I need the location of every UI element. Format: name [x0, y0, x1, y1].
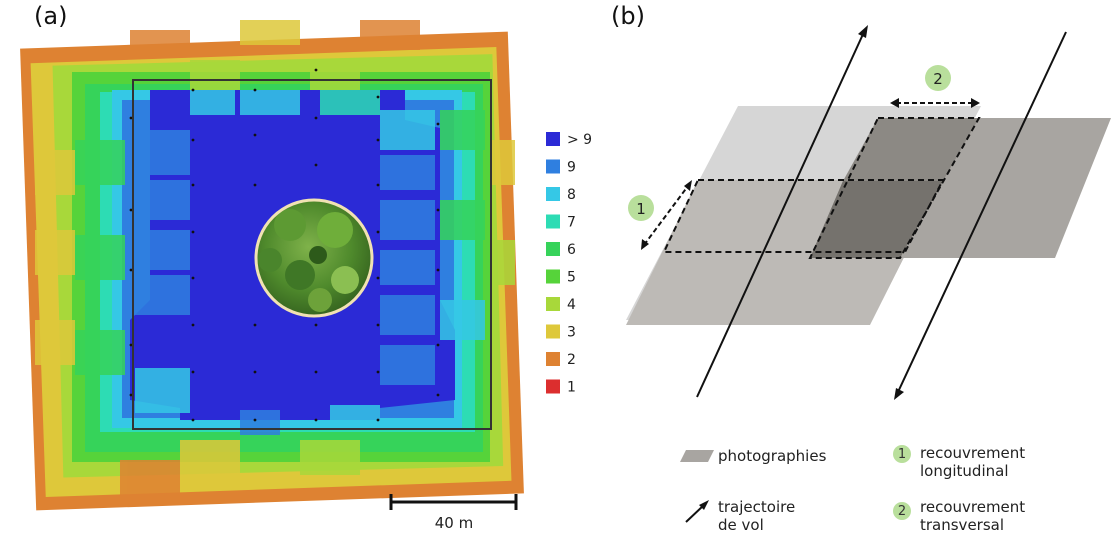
forest-inset: [254, 198, 374, 318]
panel-b-label: (b): [611, 2, 645, 30]
photo-swatch: [680, 450, 714, 462]
legend-label-9: 1: [567, 380, 576, 396]
legend-badge-1-icon: [893, 445, 911, 463]
tile-pattern: [35, 20, 515, 500]
legend-trajectory-line2: de vol: [718, 516, 764, 534]
trajectory-arrow-icon: [685, 504, 705, 523]
scale-bar: 40 m: [389, 494, 518, 532]
legend-label-1: 9: [567, 160, 576, 176]
badge-1-label: 1: [636, 200, 646, 218]
legend-longitudinal-line1: recouvrement: [920, 444, 1025, 462]
legend-transversal-line1: recouvrement: [920, 498, 1025, 516]
legend-swatch-9: [546, 379, 560, 394]
longitudinal-overlap-outline: [662, 179, 945, 253]
legend-label-7: 3: [567, 325, 576, 341]
legend-badge-2-icon: [893, 502, 911, 520]
legend-label-0: > 9: [567, 132, 592, 148]
legend-label-5: 5: [567, 270, 576, 286]
legend-label-8: 2: [567, 352, 576, 368]
legend-photos-label: photographies: [718, 447, 827, 465]
study-area-frame: [132, 79, 492, 430]
overlap-legend: > 9 9 8 7 6 5 4 3 2 1: [546, 132, 592, 396]
legend-swatch-5: [546, 269, 560, 284]
flight-line-up: [696, 31, 865, 398]
legend-badge-1-number: 1: [898, 447, 906, 462]
legend-badge-2-number: 2: [898, 504, 906, 519]
legend-swatch-3: [546, 214, 560, 229]
legend-swatch-7: [546, 324, 560, 339]
legend-label-4: 6: [567, 242, 576, 258]
longitudinal-double-arrow: [641, 180, 692, 250]
panel-a-label: (a): [34, 2, 68, 30]
legend-swatch-1: [546, 159, 560, 174]
legend-label-3: 7: [567, 215, 576, 231]
badge-1: 1: [628, 195, 654, 221]
legend-trajectory-line1: trajectoire: [718, 498, 795, 516]
legend-swatch-6: [546, 297, 560, 311]
badge-2-label: 2: [933, 70, 943, 88]
legend-longitudinal-line2: longitudinal: [920, 462, 1008, 480]
overlap-map: [20, 20, 524, 511]
legend-swatch-2: [546, 187, 560, 201]
transversal-double-arrow: [890, 98, 980, 108]
badge-2: 2: [925, 65, 951, 91]
transversal-overlap-outline: [808, 117, 981, 259]
legend-swatch-8: [546, 352, 560, 366]
photo-centers: [129, 68, 440, 422]
flight-arrow-up-head: [858, 25, 868, 38]
legend-swatch-0: [546, 132, 560, 146]
legend-label-2: 8: [567, 187, 576, 203]
legend-transversal-line2: transversal: [920, 516, 1004, 534]
flight-line-down: [897, 31, 1067, 393]
overlap-schema: 2 1: [626, 25, 1111, 400]
flight-arrow-down-head: [894, 388, 904, 400]
scale-bar-label: 40 m: [435, 514, 473, 532]
legend-label-6: 4: [567, 297, 576, 313]
schema-legend: photographies trajectoire de vol 1 recou…: [680, 444, 1025, 534]
legend-swatch-4: [546, 242, 560, 256]
